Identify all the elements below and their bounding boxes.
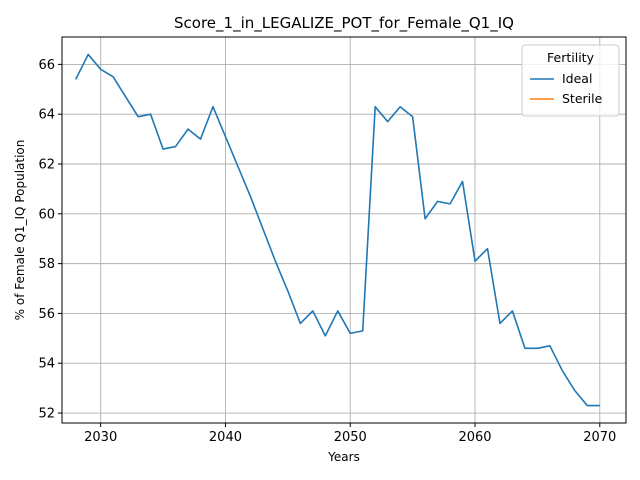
x-tick-label: 2050 [334, 430, 367, 445]
x-tick-label: 2040 [209, 430, 242, 445]
x-tick-label: 2060 [458, 430, 491, 445]
y-tick-label: 56 [38, 307, 55, 322]
chart-title: Score_1_in_LEGALIZE_POT_for_Female_Q1_IQ [174, 14, 514, 33]
plot-area-frame [61, 36, 627, 424]
y-tick-label: 66 [38, 58, 55, 73]
legend-label-sterile: Sterile [562, 91, 603, 106]
series-line-ideal [75, 53, 600, 407]
x-tick-label: 2070 [583, 430, 616, 445]
x-tick-label: 2030 [84, 430, 117, 445]
tick-layer: 2030 2040 2050 2060 2070 52 54 56 58 60 62 64 66 [38, 58, 616, 445]
y-tick-label: 54 [38, 357, 55, 372]
y-tick-label: 58 [38, 257, 55, 272]
y-tick-label: 62 [38, 158, 55, 173]
legend-title: Fertility [547, 50, 595, 65]
legend: Fertility Ideal Sterile [521, 44, 620, 117]
legend-label-ideal: Ideal [562, 71, 592, 86]
series-layer [75, 53, 600, 407]
x-axis-label: Years [327, 450, 360, 464]
y-tick-label: 52 [38, 407, 55, 422]
y-tick-label: 60 [38, 207, 55, 222]
y-tick-label: 64 [38, 108, 55, 123]
y-axis-label: % of Female Q1_IQ Population [13, 140, 27, 321]
